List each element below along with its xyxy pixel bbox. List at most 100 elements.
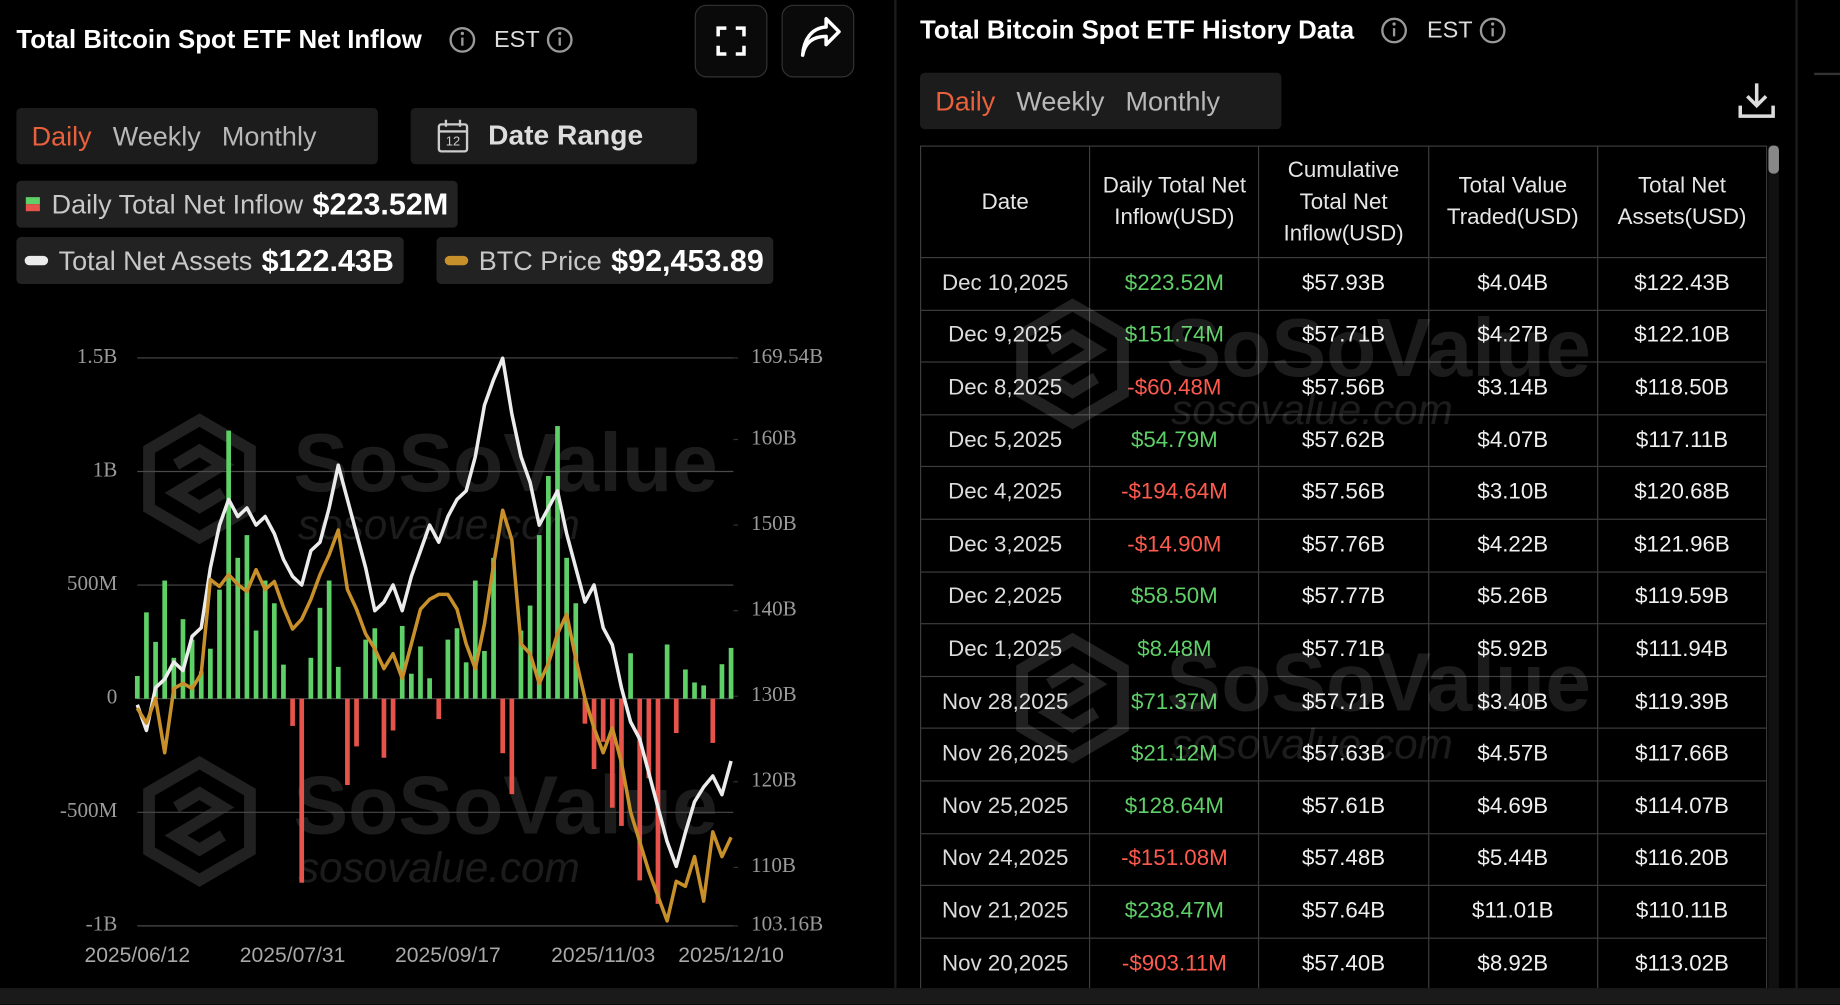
tab[interactable]: Weekly: [112, 120, 201, 151]
bar: [271, 603, 277, 699]
tab[interactable]: Daily: [935, 85, 996, 116]
logo-hex: [143, 755, 256, 887]
bar: [217, 589, 222, 699]
table-row: Dec 2,2025 $58.50M $57.77B $5.26B $119.59B: [919, 570, 1768, 625]
table-cell: $151.74M: [1089, 309, 1260, 363]
tab[interactable]: Daily: [31, 120, 92, 151]
table-cell: $54.79M: [1089, 413, 1260, 468]
bar: [134, 675, 140, 699]
bar: [646, 698, 652, 779]
table-cell: $116.20B: [1596, 832, 1768, 887]
bar: [628, 653, 633, 699]
table-row: Dec 8,2025 -$60.48M $57.56B $3.14B $118.50B: [919, 361, 1768, 416]
bar: [463, 662, 469, 699]
tab[interactable]: Monthly: [221, 120, 317, 151]
table-cell: Dec 9,2025: [919, 309, 1091, 363]
table-row: Nov 26,2025 $21.12M $57.63B $4.57B $117.66B: [919, 727, 1768, 782]
bar: [482, 650, 487, 699]
bar: [308, 657, 314, 699]
table-cell: $57.56B: [1258, 466, 1429, 520]
info-icon[interactable]: [546, 26, 574, 54]
divider: [1814, 72, 1840, 76]
table-cell: $71.37M: [1089, 675, 1260, 730]
divider: [894, 0, 897, 989]
table-cell: Nov 28,2025: [919, 675, 1091, 730]
bar: [719, 664, 725, 699]
table-cell: $57.64B: [1258, 884, 1429, 939]
table-cell: $121.96B: [1596, 518, 1768, 573]
table-cell: $119.39B: [1596, 675, 1768, 730]
y-tick-label: -1B: [86, 912, 118, 936]
y2-tick-label: 150B: [751, 511, 797, 535]
bar: [335, 666, 341, 699]
bar: [235, 557, 241, 699]
bar: [299, 698, 305, 883]
legend-value: $92,453.89: [611, 242, 764, 278]
legend-value: $122.43B: [261, 242, 394, 278]
bar: [692, 682, 697, 699]
bar: [491, 557, 496, 699]
table-cell: $57.62B: [1258, 413, 1429, 468]
bar: [591, 698, 597, 770]
y-tick-label: -500M: [60, 798, 118, 822]
table-cell: $21.12M: [1089, 727, 1260, 782]
y-tick-label: 1.5B: [77, 344, 117, 368]
table-cell: $3.40B: [1427, 675, 1598, 730]
x-tick-label: 2025/12/10: [678, 944, 784, 967]
table-cell: $4.27B: [1427, 309, 1598, 363]
bar: [253, 630, 259, 699]
bar: [637, 698, 643, 881]
bar: [363, 639, 369, 699]
tab[interactable]: Weekly: [1016, 85, 1105, 116]
scrollbar-thumb[interactable]: [1768, 145, 1779, 174]
legend-swatch: [444, 255, 469, 266]
table-row: Nov 21,2025 $238.47M $57.64B $11.01B $110.11…: [919, 884, 1768, 939]
bar: [262, 580, 268, 699]
table-cell: $4.04B: [1427, 256, 1598, 311]
table-cell: $117.11B: [1596, 413, 1768, 468]
bar: [153, 641, 158, 699]
table-cell: -$60.48M: [1089, 361, 1260, 416]
info-icon[interactable]: [1479, 16, 1507, 44]
history-table: Date Daily Total Net Inflow(USD) Cumulativ…: [919, 145, 1768, 989]
y2-tick-label: 140B: [751, 597, 797, 621]
table-cell: $114.07B: [1596, 780, 1768, 834]
bar: [701, 685, 707, 699]
table-row: Nov 24,2025 -$151.08M $57.48B $5.44B $116.20…: [919, 832, 1768, 887]
table-cell: $58.50M: [1089, 570, 1260, 625]
share-button[interactable]: [781, 4, 855, 78]
period-tabs: Daily Weekly Monthly: [919, 72, 1282, 130]
legend-item: Daily Total Net Inflow $223.52M: [16, 180, 458, 228]
download-button[interactable]: [1737, 80, 1777, 120]
table-row: Nov 20,2025 -$903.11M $57.40B $8.92B $113.02…: [919, 937, 1768, 989]
column-header: Cumulative Total Net Inflow(USD): [1258, 145, 1429, 259]
scrollbar[interactable]: [1768, 145, 1779, 989]
date-range-button[interactable]: 12 Date Range: [410, 107, 698, 165]
y2-tick-label: 120B: [751, 768, 797, 792]
info-icon[interactable]: [1380, 16, 1408, 44]
table-cell: -$151.08M: [1089, 832, 1260, 887]
table-cell: Nov 26,2025: [919, 727, 1091, 782]
bar: [144, 612, 149, 699]
calendar-icon: 12: [437, 119, 469, 153]
table-cell: $4.22B: [1427, 518, 1598, 573]
fullscreen-button[interactable]: [694, 4, 768, 78]
table-cell: -$14.90M: [1089, 518, 1260, 573]
bar: [427, 678, 432, 699]
table-cell: $3.14B: [1427, 361, 1598, 416]
table-cell: $122.10B: [1596, 309, 1768, 363]
column-header: Daily Total Net Inflow(USD): [1089, 145, 1260, 259]
tab[interactable]: Monthly: [1125, 85, 1221, 116]
table-cell: Nov 20,2025: [919, 937, 1091, 989]
table-row: Dec 9,2025 $151.74M $57.71B $4.27B $122.10B: [919, 309, 1768, 363]
bar: [390, 698, 396, 731]
info-icon[interactable]: [448, 26, 476, 54]
table-cell: Dec 8,2025: [919, 361, 1091, 416]
table-cell: $5.44B: [1427, 832, 1598, 887]
bar: [418, 646, 423, 699]
bar: [454, 628, 460, 699]
table-cell: $57.71B: [1258, 309, 1429, 363]
timezone: EST: [494, 26, 540, 53]
